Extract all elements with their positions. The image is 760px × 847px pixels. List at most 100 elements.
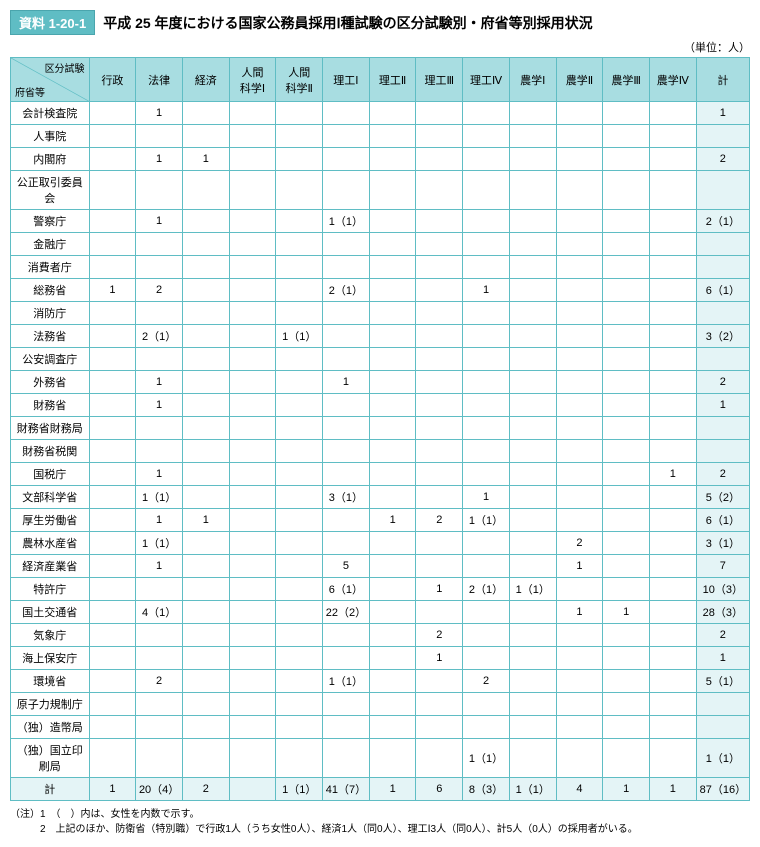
data-cell xyxy=(650,233,697,256)
data-cell xyxy=(650,647,697,670)
row-header: 環境省 xyxy=(11,670,90,693)
data-cell: 6（1） xyxy=(696,279,749,302)
data-cell xyxy=(650,509,697,532)
data-cell xyxy=(509,279,556,302)
data-cell xyxy=(229,348,276,371)
data-cell xyxy=(182,555,229,578)
data-cell xyxy=(89,739,136,778)
data-cell xyxy=(323,509,370,532)
data-cell xyxy=(603,440,650,463)
data-cell: 1 xyxy=(696,647,749,670)
data-cell xyxy=(323,102,370,125)
data-cell xyxy=(509,739,556,778)
data-cell xyxy=(509,670,556,693)
row-header: 海上保安庁 xyxy=(11,647,90,670)
data-cell xyxy=(556,647,603,670)
data-cell xyxy=(463,394,510,417)
data-cell: 1（1） xyxy=(509,578,556,601)
data-cell xyxy=(696,693,749,716)
data-cell xyxy=(136,233,183,256)
data-cell xyxy=(463,256,510,279)
data-cell xyxy=(136,739,183,778)
total-cell: 1（1） xyxy=(276,778,323,801)
data-cell xyxy=(323,325,370,348)
data-cell xyxy=(509,509,556,532)
data-cell xyxy=(136,171,183,210)
data-cell xyxy=(509,716,556,739)
data-cell: 1（1） xyxy=(463,509,510,532)
data-cell xyxy=(369,394,416,417)
unit-label: （単位：人） xyxy=(10,39,750,55)
total-cell: 1（1） xyxy=(509,778,556,801)
data-cell xyxy=(556,325,603,348)
data-cell xyxy=(369,371,416,394)
data-cell xyxy=(323,739,370,778)
data-cell: 1 xyxy=(556,601,603,624)
data-cell xyxy=(416,670,463,693)
data-cell xyxy=(229,532,276,555)
data-cell: 2 xyxy=(463,670,510,693)
data-cell xyxy=(276,555,323,578)
data-cell xyxy=(276,509,323,532)
data-cell xyxy=(416,371,463,394)
data-cell xyxy=(463,647,510,670)
data-cell: 1 xyxy=(603,601,650,624)
data-cell xyxy=(369,532,416,555)
data-cell xyxy=(182,440,229,463)
data-cell xyxy=(136,256,183,279)
data-cell: 5（2） xyxy=(696,486,749,509)
data-cell xyxy=(603,348,650,371)
data-cell xyxy=(89,555,136,578)
data-cell xyxy=(369,716,416,739)
data-cell xyxy=(323,440,370,463)
data-cell xyxy=(603,371,650,394)
data-cell: 1 xyxy=(696,394,749,417)
data-cell xyxy=(696,417,749,440)
data-cell xyxy=(182,348,229,371)
data-cell xyxy=(603,125,650,148)
data-cell xyxy=(136,302,183,325)
data-cell xyxy=(463,148,510,171)
row-header: 公安調査庁 xyxy=(11,348,90,371)
data-cell xyxy=(463,555,510,578)
data-cell xyxy=(182,233,229,256)
data-cell xyxy=(603,486,650,509)
data-cell xyxy=(182,417,229,440)
data-cell xyxy=(89,601,136,624)
data-cell xyxy=(509,624,556,647)
data-cell xyxy=(182,716,229,739)
data-cell: 3（1） xyxy=(696,532,749,555)
data-cell: 22（2） xyxy=(323,601,370,624)
data-cell xyxy=(509,148,556,171)
data-cell xyxy=(323,647,370,670)
data-cell xyxy=(509,302,556,325)
data-cell xyxy=(463,302,510,325)
data-cell xyxy=(136,578,183,601)
data-cell xyxy=(276,739,323,778)
row-header: 外務省 xyxy=(11,371,90,394)
data-cell xyxy=(416,233,463,256)
data-cell xyxy=(323,463,370,486)
data-cell: 1（1） xyxy=(696,739,749,778)
data-cell: 1 xyxy=(136,394,183,417)
data-cell xyxy=(603,325,650,348)
data-cell xyxy=(369,624,416,647)
col-header: 人間科学Ⅰ xyxy=(229,58,276,102)
row-header: 国税庁 xyxy=(11,463,90,486)
col-header: 理工Ⅲ xyxy=(416,58,463,102)
data-cell xyxy=(650,486,697,509)
total-cell: 1 xyxy=(650,778,697,801)
data-cell: 1 xyxy=(323,371,370,394)
col-header: 経済 xyxy=(182,58,229,102)
data-cell xyxy=(276,647,323,670)
data-cell xyxy=(89,578,136,601)
data-cell xyxy=(229,171,276,210)
data-cell: 5（1） xyxy=(696,670,749,693)
data-cell xyxy=(603,102,650,125)
row-header: 公正取引委員会 xyxy=(11,171,90,210)
data-cell xyxy=(276,716,323,739)
data-cell xyxy=(556,256,603,279)
data-cell xyxy=(509,417,556,440)
data-cell xyxy=(416,102,463,125)
row-header: 内閣府 xyxy=(11,148,90,171)
